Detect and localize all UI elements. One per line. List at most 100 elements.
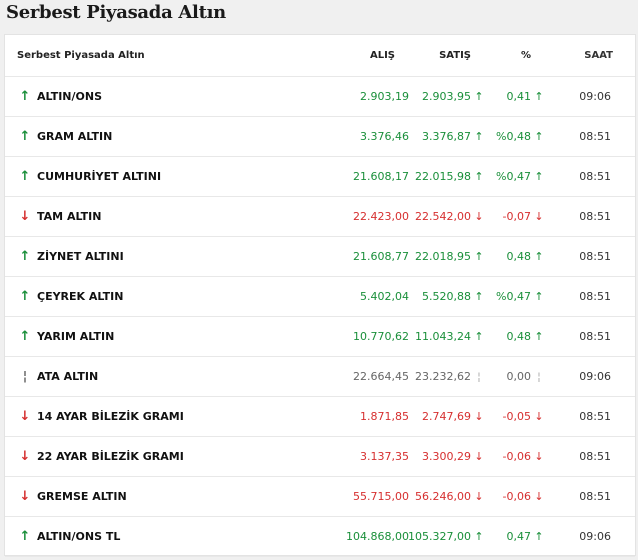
- row-name-label: ALTIN/ONS: [37, 90, 103, 103]
- sell-arrow-icon: ↑: [474, 130, 484, 143]
- row-sell: 23.232,62 ¦: [415, 357, 485, 396]
- time-value: 08:51: [579, 450, 611, 463]
- table-row[interactable]: ↑ YARIM ALTIN 10.770,62 11.043,24 ↑ 0,48 ↑ 08:5…: [5, 317, 635, 357]
- buy-value: 104.868,00: [346, 530, 409, 543]
- time-value: 08:51: [579, 250, 611, 263]
- trend-up-icon: ↑: [19, 129, 31, 144]
- row-name[interactable]: ↑ ALTIN/ONS TL: [17, 517, 121, 556]
- table-row[interactable]: ↓ TAM ALTIN 22.423,00 22.542,00 ↓ -0,07 ↓ 08:51: [5, 197, 635, 237]
- buy-value: 21.608,17: [353, 170, 409, 183]
- row-buy: 21.608,77: [353, 237, 409, 276]
- row-time: 09:06: [579, 357, 611, 396]
- buy-value: 1.871,85: [360, 410, 409, 423]
- sell-arrow-icon: ¦: [477, 370, 481, 383]
- row-name-label: YARIM ALTIN: [37, 330, 115, 343]
- row-buy: 22.423,00: [353, 197, 409, 236]
- trend-up-icon: ↑: [19, 529, 31, 544]
- percent-arrow-icon: ↓: [534, 450, 544, 463]
- row-time: 08:51: [579, 437, 611, 476]
- table-row[interactable]: ↑ CUMHURİYET ALTINI 21.608,17 22.015,98 ↑ %0,…: [5, 157, 635, 197]
- sell-value: 3.300,29: [422, 450, 471, 463]
- time-value: 09:06: [579, 370, 611, 383]
- trend-up-icon: ↑: [19, 89, 31, 104]
- percent-arrow-icon: ↑: [534, 530, 544, 543]
- buy-value: 5.402,04: [360, 290, 409, 303]
- time-value: 08:51: [579, 330, 611, 343]
- row-buy: 21.608,17: [353, 157, 409, 196]
- buy-value: 55.715,00: [353, 490, 409, 503]
- row-buy: 22.664,45: [353, 357, 409, 396]
- row-name[interactable]: ¦ ATA ALTIN: [17, 357, 99, 396]
- row-name[interactable]: ↑ ZİYNET ALTINI: [17, 237, 124, 276]
- table-row[interactable]: ¦ ATA ALTIN 22.664,45 23.232,62 ¦ 0,00 ¦ 09:06: [5, 357, 635, 397]
- percent-arrow-icon: ↑: [534, 290, 544, 303]
- row-time: 08:51: [579, 277, 611, 316]
- row-sell: 2.747,69 ↓: [422, 397, 485, 436]
- header-time: SAAT: [584, 50, 613, 61]
- sell-arrow-icon: ↓: [474, 450, 484, 463]
- trend-down-icon: ↓: [19, 209, 31, 224]
- row-name-label: ZİYNET ALTINI: [37, 250, 124, 263]
- trend-down-icon: ↓: [19, 449, 31, 464]
- table-row[interactable]: ↓ GREMSE ALTIN 55.715,00 56.246,00 ↓ -0,06 ↓ 08…: [5, 477, 635, 517]
- table-header: Serbest Piyasada Altın ALIŞ SATIŞ % SAAT: [5, 35, 635, 77]
- header-buy: ALIŞ: [369, 50, 395, 61]
- percent-value: %0,48: [496, 130, 531, 143]
- table-row[interactable]: ↓ 14 AYAR BİLEZİK GRAMI 1.871,85 2.747,69 ↓ -…: [5, 397, 635, 437]
- buy-value: 3.137,35: [360, 450, 409, 463]
- row-time: 08:51: [579, 117, 611, 156]
- row-name[interactable]: ↑ GRAM ALTIN: [17, 117, 113, 156]
- row-percent: -0,05 ↓: [503, 397, 545, 436]
- sell-value: 2.747,69: [422, 410, 471, 423]
- table-row[interactable]: ↑ ALTIN/ONS TL 104.868,00 105.327,00 ↑ 0,47 ↑ 0…: [5, 517, 635, 557]
- row-time: 08:51: [579, 317, 611, 356]
- buy-value: 3.376,46: [360, 130, 409, 143]
- row-percent: -0,06 ↓: [503, 477, 545, 516]
- row-sell: 22.015,98 ↑: [415, 157, 485, 196]
- sell-value: 56.246,00: [415, 490, 471, 503]
- sell-arrow-icon: ↑: [474, 330, 484, 343]
- header-name: Serbest Piyasada Altın: [17, 50, 145, 61]
- percent-arrow-icon: ↑: [534, 90, 544, 103]
- row-percent: 0,00 ¦: [507, 357, 546, 396]
- percent-value: -0,07: [502, 210, 531, 223]
- percent-arrow-icon: ↓: [534, 210, 544, 223]
- table-row[interactable]: ↑ ZİYNET ALTINI 21.608,77 22.018,95 ↑ 0,48 ↑ 08…: [5, 237, 635, 277]
- row-buy: 3.376,46: [360, 117, 409, 156]
- table-row[interactable]: ↑ GRAM ALTIN 3.376,46 3.376,87 ↑ %0,48 ↑ 08:51: [5, 117, 635, 157]
- row-buy: 10.770,62: [353, 317, 409, 356]
- sell-value: 2.903,95: [422, 90, 471, 103]
- percent-value: -0,05: [502, 410, 531, 423]
- table-row[interactable]: ↓ 22 AYAR BİLEZİK GRAMI 3.137,35 3.300,29 ↓ -…: [5, 437, 635, 477]
- row-buy: 55.715,00: [353, 477, 409, 516]
- row-name-label: 14 AYAR BİLEZİK GRAMI: [37, 410, 184, 423]
- row-name[interactable]: ↓ 14 AYAR BİLEZİK GRAMI: [17, 397, 184, 436]
- gold-price-table: Serbest Piyasada Altın ALIŞ SATIŞ % SAAT…: [4, 34, 636, 557]
- percent-arrow-icon: ↑: [534, 130, 544, 143]
- trend-down-icon: ↓: [19, 489, 31, 504]
- sell-arrow-icon: ↑: [474, 290, 484, 303]
- row-name[interactable]: ↓ 22 AYAR BİLEZİK GRAMI: [17, 437, 184, 476]
- sell-arrow-icon: ↓: [474, 210, 484, 223]
- percent-value: 0,47: [506, 530, 532, 543]
- row-time: 08:51: [579, 157, 611, 196]
- row-buy: 3.137,35: [360, 437, 409, 476]
- row-name[interactable]: ↑ ÇEYREK ALTIN: [17, 277, 124, 316]
- time-value: 08:51: [579, 490, 611, 503]
- table-row[interactable]: ↑ ÇEYREK ALTIN 5.402,04 5.520,88 ↑ %0,47 ↑ 08:5…: [5, 277, 635, 317]
- row-sell: 5.520,88 ↑: [422, 277, 485, 316]
- percent-value: -0,06: [502, 490, 531, 503]
- row-name[interactable]: ↑ ALTIN/ONS: [17, 77, 102, 116]
- sell-value: 11.043,24: [415, 330, 471, 343]
- row-name[interactable]: ↓ TAM ALTIN: [17, 197, 102, 236]
- buy-value: 22.664,45: [353, 370, 409, 383]
- row-name[interactable]: ↓ GREMSE ALTIN: [17, 477, 127, 516]
- buy-value: 22.423,00: [353, 210, 409, 223]
- trend-up-icon: ↑: [19, 249, 31, 264]
- row-name[interactable]: ↑ CUMHURİYET ALTINI: [17, 157, 162, 196]
- table-row[interactable]: ↑ ALTIN/ONS 2.903,19 2.903,95 ↑ 0,41 ↑ 09:06: [5, 77, 635, 117]
- row-time: 08:51: [579, 237, 611, 276]
- row-name[interactable]: ↑ YARIM ALTIN: [17, 317, 115, 356]
- row-time: 08:51: [579, 477, 611, 516]
- row-percent: 0,47 ↑: [507, 517, 546, 556]
